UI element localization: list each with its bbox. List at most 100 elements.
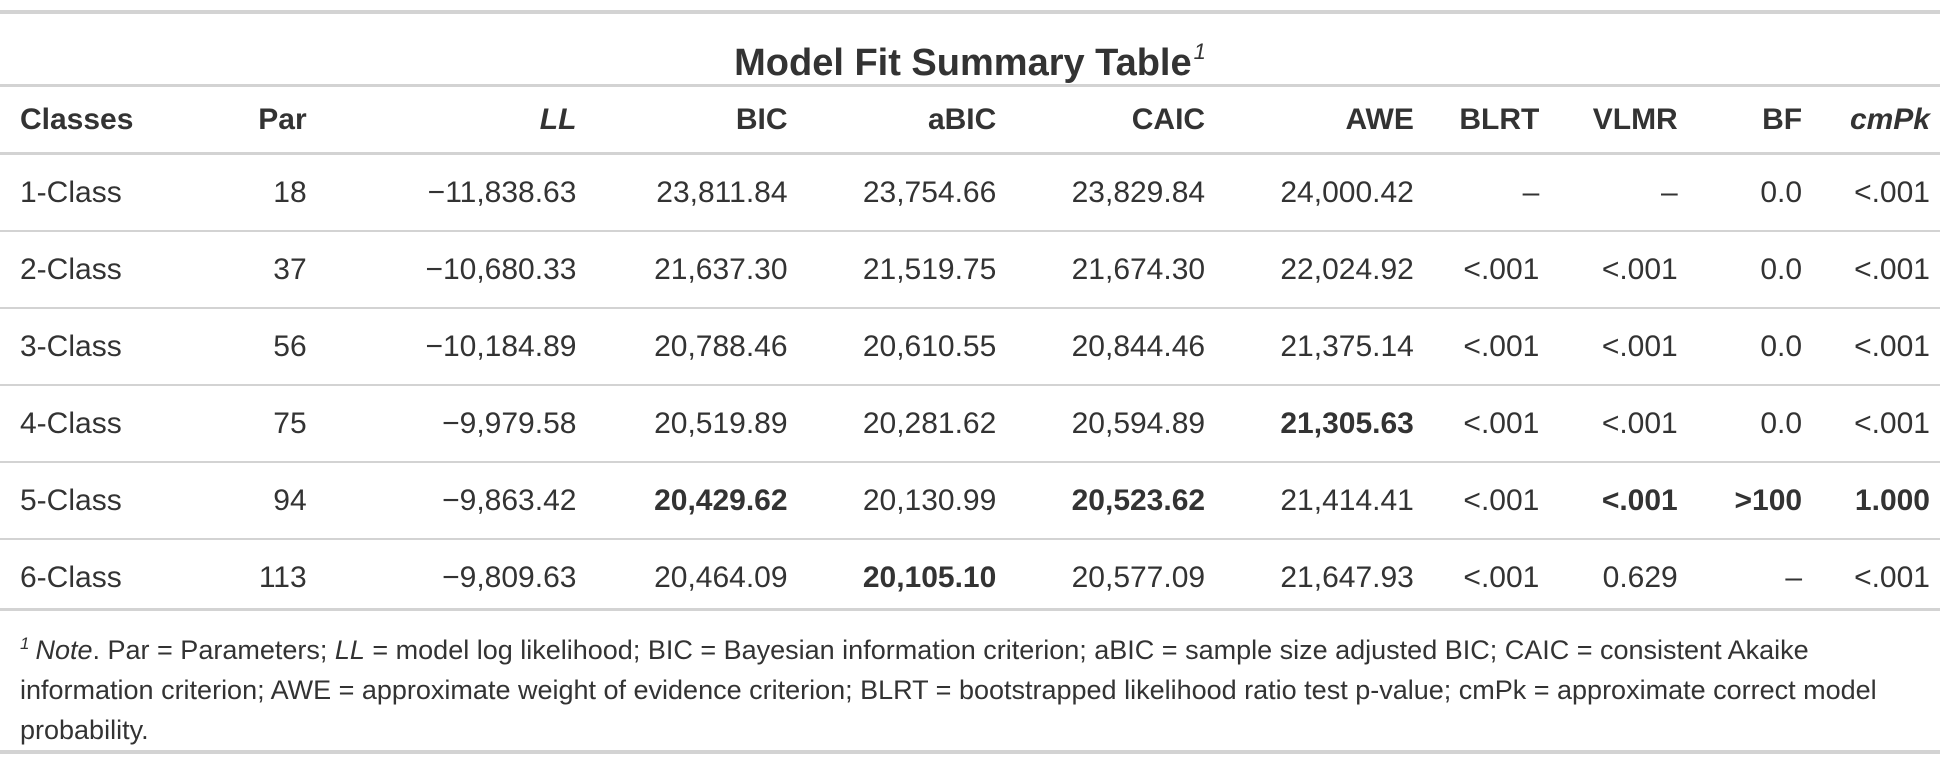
cell-bic: 20,788.46 [586, 308, 798, 386]
cell-par: 18 [187, 153, 317, 232]
cell-vlmr: <.001 [1549, 462, 1688, 540]
cell-classes: 4-Class [0, 385, 188, 463]
cell-awe: 22,024.92 [1215, 231, 1424, 309]
note-label: Note [35, 635, 93, 665]
cell-ll: −9,979.58 [316, 385, 587, 463]
cell-bf: 0.0 [1687, 385, 1813, 463]
cell-blrt: <.001 [1463, 560, 1540, 594]
column-header-caic: CAIC [1006, 87, 1216, 155]
cell-caic: 20,844.46 [1006, 308, 1216, 386]
cell-abic: 20,281.62 [797, 385, 1007, 463]
cell-abic: 20,130.99 [797, 462, 1007, 540]
column-header-bic: BIC [586, 87, 798, 155]
cell-abic: 20,105.10 [862, 560, 997, 594]
cell-cmpk: <.001 [1854, 560, 1930, 594]
cell-par: 37 [187, 231, 317, 309]
title-rule [0, 84, 1940, 87]
cell-bf: 0.0 [1687, 308, 1813, 386]
cell-blrt: <.001 [1423, 385, 1550, 463]
cell-ll: −9,809.63 [442, 560, 577, 594]
cell-bf: 0.0 [1687, 153, 1813, 232]
cell-vlmr: – [1549, 153, 1688, 232]
table-footnote: 1 Note. Par = Parameters; LL = model log … [20, 624, 1920, 750]
column-header-ll: LL [316, 87, 587, 155]
note-part2: = model log likelihood; BIC = Bayesian i… [20, 635, 1877, 745]
cell-classes: 6-Class [20, 560, 122, 594]
cell-par: 113 [258, 560, 307, 594]
cell-vlmr: 0.629 [1602, 560, 1678, 594]
cell-classes: 2-Class [0, 231, 188, 309]
cell-ll: −9,863.42 [316, 462, 587, 540]
bottom-rule [0, 750, 1940, 754]
table-row: 1-Class 18 −11,838.63 23,811.84 23,754.66 23,… [0, 153, 1940, 232]
cell-bic: 20,519.89 [586, 385, 798, 463]
top-rule [0, 10, 1940, 14]
cell-awe: 21,305.63 [1215, 385, 1424, 463]
cell-abic: 20,610.55 [797, 308, 1007, 386]
table-title: Model Fit Summary Table1 [0, 24, 1940, 84]
cell-awe: 21,375.14 [1215, 308, 1424, 386]
cell-bf: 0.0 [1687, 231, 1813, 309]
cell-caic: 21,674.30 [1006, 231, 1216, 309]
cell-blrt: – [1423, 153, 1550, 232]
cell-abic: 21,519.75 [797, 231, 1007, 309]
cell-blrt: <.001 [1423, 308, 1550, 386]
cell-blrt: <.001 [1423, 462, 1550, 540]
column-header-par: Par [187, 87, 317, 155]
column-header-vlmr: VLMR [1549, 87, 1688, 155]
cell-awe: 21,647.93 [1280, 560, 1414, 594]
table-row: 3-Class 56 −10,184.89 20,788.46 20,610.55 20,… [0, 308, 1940, 386]
table-row: 6-Class 113 −9,809.63 20,464.09 20,105.10 20,… [0, 539, 1940, 615]
cell-par: 75 [187, 385, 317, 463]
column-header-classes: Classes [0, 87, 188, 155]
fit-table: Classes Par LL BIC aBIC CAIC AWE BLRT VLMR BF cmPk… [0, 87, 1940, 615]
cell-bf: >100 [1687, 462, 1813, 540]
cell-bic: 23,811.84 [586, 153, 798, 232]
cell-bf: – [1785, 560, 1803, 594]
column-header-blrt: BLRT [1423, 87, 1550, 155]
column-header-bf: BF [1687, 87, 1813, 155]
table-body: 1-Class 18 −11,838.63 23,811.84 23,754.66 23,… [0, 153, 1940, 616]
body-rule [0, 608, 1940, 611]
note-part1: . Par = Parameters; [92, 635, 335, 665]
cell-cmpk: 1.000 [1812, 462, 1940, 540]
footnote-mark: 1 [20, 634, 30, 653]
title-footnote-mark: 1 [1193, 39, 1206, 64]
cell-awe: 21,414.41 [1215, 462, 1424, 540]
cell-par: 56 [187, 308, 317, 386]
cell-bic: 21,637.30 [586, 231, 798, 309]
cell-awe: 24,000.42 [1215, 153, 1424, 232]
table-row: 4-Class 75 −9,979.58 20,519.89 20,281.62 20,5… [0, 385, 1940, 463]
table-row: 2-Class 37 −10,680.33 21,637.30 21,519.75 21,… [0, 231, 1940, 309]
cell-ll: −11,838.63 [316, 153, 587, 232]
cell-par: 94 [187, 462, 317, 540]
cell-classes: 3-Class [0, 308, 188, 386]
column-header-cmpk: cmPk [1812, 87, 1940, 155]
cell-caic: 20,577.09 [1071, 560, 1206, 594]
cell-bic: 20,464.09 [654, 560, 788, 594]
table-row: 5-Class 94 −9,863.42 20,429.62 20,130.99 20,5… [0, 462, 1940, 540]
header-row: Classes Par LL BIC aBIC CAIC AWE BLRT VLMR BF cmPk [0, 87, 1940, 155]
cell-cmpk: <.001 [1812, 385, 1940, 463]
column-header-abic: aBIC [797, 87, 1007, 155]
cell-classes: 1-Class [0, 153, 188, 232]
cell-caic: 20,594.89 [1006, 385, 1216, 463]
cell-vlmr: <.001 [1549, 308, 1688, 386]
cell-ll: −10,680.33 [316, 231, 587, 309]
cell-vlmr: <.001 [1549, 385, 1688, 463]
column-header-awe: AWE [1215, 87, 1424, 155]
cell-cmpk: <.001 [1812, 231, 1940, 309]
table-title-text: Model Fit Summary Table [734, 42, 1192, 84]
cell-ll: −10,184.89 [316, 308, 587, 386]
cell-caic: 23,829.84 [1006, 153, 1216, 232]
cell-cmpk: <.001 [1812, 308, 1940, 386]
cell-classes: 5-Class [0, 462, 188, 540]
cell-abic: 23,754.66 [797, 153, 1007, 232]
cell-cmpk: <.001 [1812, 153, 1940, 232]
cell-blrt: <.001 [1423, 231, 1550, 309]
cell-caic: 20,523.62 [1006, 462, 1216, 540]
note-ll: LL [334, 635, 365, 665]
cell-vlmr: <.001 [1549, 231, 1688, 309]
cell-bic: 20,429.62 [586, 462, 798, 540]
